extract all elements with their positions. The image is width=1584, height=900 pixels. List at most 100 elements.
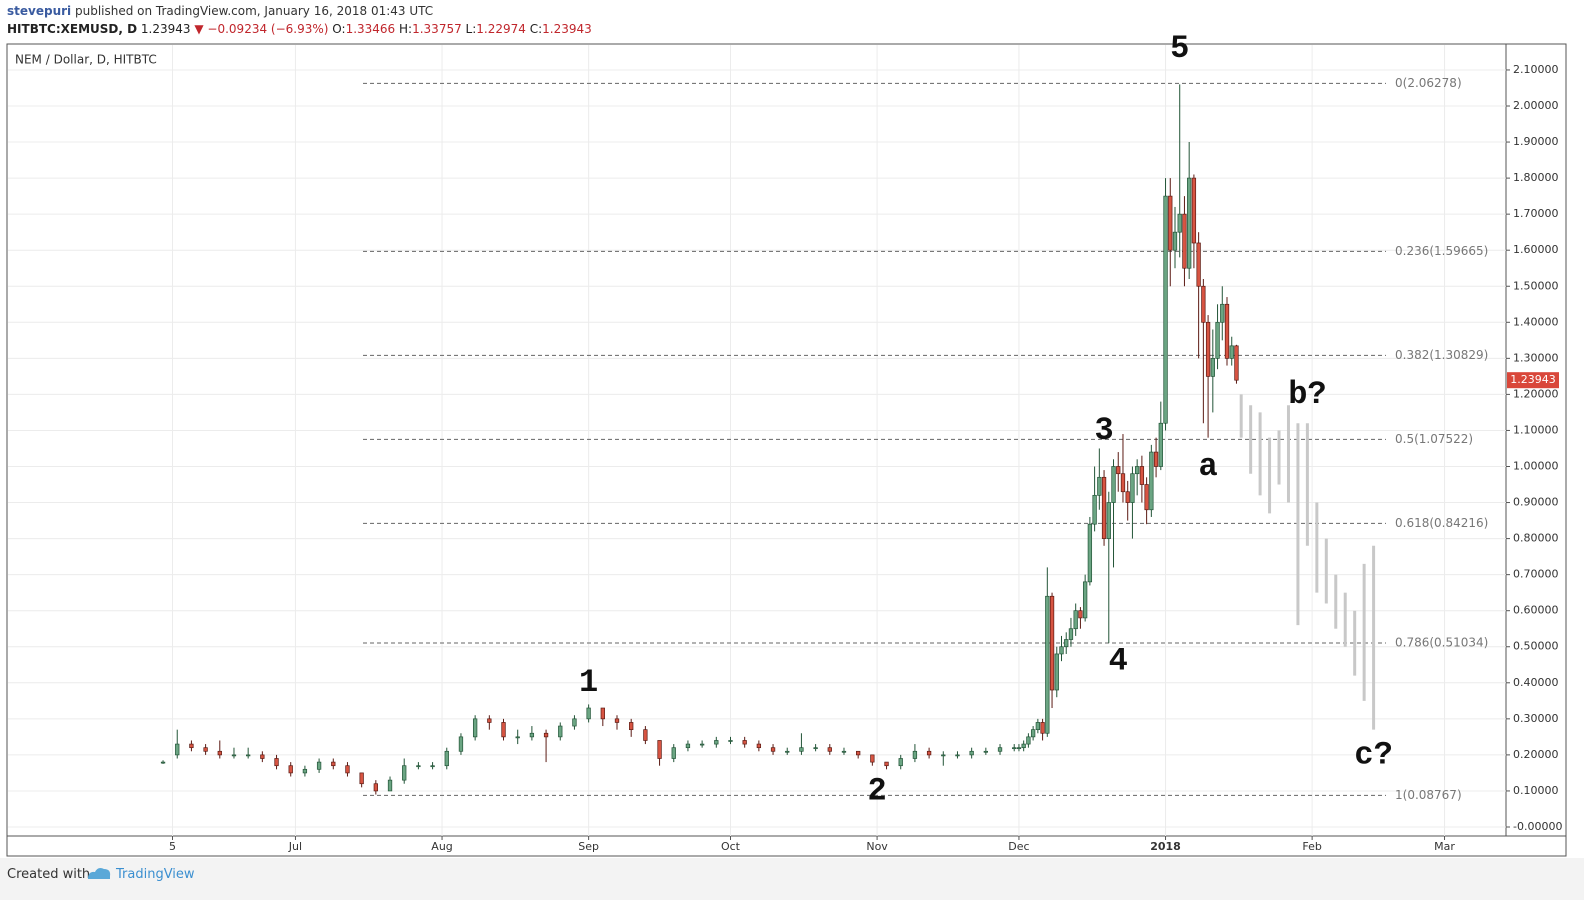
- candle-body: [1125, 491, 1130, 503]
- candle-body: [586, 707, 591, 720]
- candle-body: [1196, 242, 1201, 287]
- candle-body: [870, 754, 875, 763]
- y-tick-label: 0.20000: [1513, 748, 1559, 761]
- candle-body: [1097, 476, 1102, 496]
- candle-body: [1101, 476, 1107, 539]
- y-tick-label: 0.50000: [1513, 640, 1559, 653]
- candle-body: [402, 765, 407, 781]
- candle-body: [926, 750, 932, 756]
- y-tick-label: 0.40000: [1513, 676, 1559, 689]
- candle-body: [1087, 523, 1093, 583]
- fib-label: 1(0.08767): [1395, 788, 1462, 802]
- candle-body: [827, 747, 832, 752]
- candle-body: [1220, 303, 1225, 323]
- candle-body: [841, 750, 847, 753]
- candle-body: [1201, 285, 1206, 323]
- candle-body: [1205, 321, 1211, 377]
- y-tick-label: 1.80000: [1513, 171, 1559, 184]
- candle-body: [997, 747, 1003, 752]
- candle-body: [359, 772, 364, 785]
- y-tick-label: 0.90000: [1513, 496, 1559, 509]
- candle-body: [1116, 466, 1121, 475]
- candle-body: [1049, 595, 1055, 691]
- candle-body: [430, 765, 435, 768]
- y-tick-label: -0.00000: [1513, 820, 1562, 833]
- candle-body: [1187, 177, 1192, 269]
- candle-body: [1191, 177, 1197, 244]
- change: −0.09234 (−6.93%): [207, 22, 329, 36]
- candle-body: [1229, 345, 1234, 359]
- candle-body: [1139, 466, 1145, 485]
- candle-body: [1172, 231, 1178, 251]
- candle-body: [345, 765, 350, 774]
- candle-body: [260, 754, 265, 759]
- fib-label: 0.382(1.30829): [1395, 348, 1488, 362]
- x-tick-label: 5: [169, 840, 176, 853]
- candle-body: [1082, 581, 1088, 619]
- candle-body: [1092, 494, 1097, 525]
- candle-body: [1182, 213, 1187, 269]
- candle-body: [1130, 473, 1135, 503]
- publish-line: stevepuri published on TradingView.com, …: [7, 2, 433, 20]
- candle-body: [1064, 639, 1069, 648]
- candle-body: [685, 743, 691, 749]
- candle-body: [969, 750, 974, 756]
- candle-body: [1215, 321, 1220, 359]
- candle-body: [1030, 729, 1036, 738]
- candle-body: [416, 765, 421, 768]
- created-with: Created with: [7, 867, 91, 882]
- candle-body: [1153, 451, 1159, 467]
- fib-label: 0.618(0.84216): [1395, 516, 1488, 530]
- y-tick-label: 1.70000: [1513, 207, 1559, 220]
- candle-body: [160, 761, 166, 764]
- price-tag: [1507, 372, 1559, 389]
- candle-body: [543, 732, 549, 738]
- y-tick-label: 0.70000: [1513, 568, 1559, 581]
- candle-body: [742, 740, 747, 745]
- candle-body: [231, 754, 237, 757]
- candle-body: [1149, 451, 1154, 511]
- candle-body: [884, 761, 889, 767]
- candle-body: [1045, 595, 1050, 734]
- candle-body: [572, 718, 577, 727]
- fib-label: 0.236(1.59665): [1395, 244, 1488, 258]
- y-tick-label: 1.90000: [1513, 135, 1559, 148]
- fib-label: 0(2.06278): [1395, 76, 1462, 90]
- y-tick-label: 1.00000: [1513, 459, 1559, 472]
- wave-label: b?: [1288, 376, 1326, 413]
- candle-body: [728, 740, 733, 742]
- candle-body: [246, 754, 251, 757]
- y-tick-label: 1.60000: [1513, 243, 1559, 256]
- ohlc-field: O:: [332, 22, 346, 36]
- y-tick-label: 0.30000: [1513, 712, 1559, 725]
- candle-body: [1106, 502, 1111, 539]
- fib-label: 0.786(0.51034): [1395, 636, 1488, 650]
- wave-label: a: [1198, 448, 1217, 485]
- x-tick-label: 2018: [1150, 840, 1181, 853]
- candle-body: [1163, 195, 1168, 424]
- candle-body: [1111, 466, 1116, 503]
- arrow: ▼: [194, 22, 204, 36]
- brand[interactable]: TradingView: [116, 867, 195, 882]
- ohlc-field: H:: [399, 22, 413, 36]
- x-tick-label: Sep: [578, 840, 599, 853]
- x-tick-label: Nov: [866, 840, 888, 853]
- candle-body: [1224, 303, 1230, 359]
- candle-body: [756, 743, 762, 749]
- x-tick-label: Dec: [1008, 840, 1029, 853]
- symbol: HITBTC:XEMUSD, D: [7, 22, 138, 36]
- x-tick-label: Oct: [721, 840, 741, 853]
- y-tick-label: 1.50000: [1513, 279, 1559, 292]
- candle-body: [1168, 195, 1173, 251]
- candle-body: [1012, 747, 1017, 750]
- wave-label: 3: [1094, 412, 1113, 449]
- ohlc-value: 1.33757: [412, 22, 462, 36]
- candle-body: [373, 783, 378, 792]
- x-tick-label: Aug: [431, 840, 452, 853]
- y-tick-label: 2.10000: [1513, 63, 1559, 76]
- candle-body: [1016, 747, 1022, 750]
- candle-body: [657, 740, 662, 759]
- fib-label: 0.5(1.07522): [1395, 432, 1473, 446]
- candle-body: [1054, 653, 1059, 691]
- x-tick-label: Jul: [288, 840, 302, 853]
